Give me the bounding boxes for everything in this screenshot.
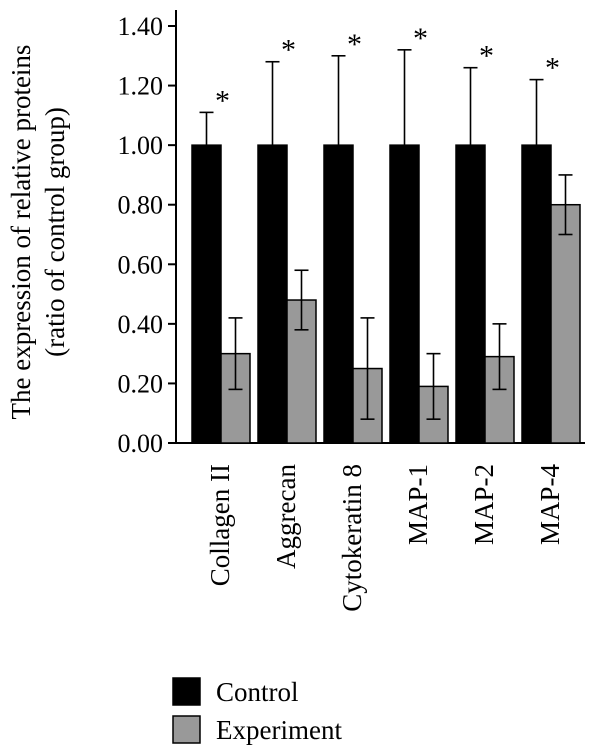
y-tick-label: 0.00 (118, 429, 164, 458)
y-tick-label: 0.80 (118, 191, 164, 220)
control-bar (323, 144, 354, 444)
category-label: Aggrecan (271, 464, 301, 569)
category-label: MAP-2 (469, 464, 499, 545)
control-bar (389, 144, 420, 444)
bars (191, 144, 581, 444)
y-axis-label-line1: The expression of relative proteins (6, 45, 36, 420)
legend-label: Experiment (216, 715, 342, 745)
significance-star: * (413, 22, 428, 55)
significance-star: * (347, 28, 362, 61)
significance-star: * (215, 84, 230, 117)
y-tick-label: 0.40 (118, 310, 164, 339)
significance-star: * (281, 34, 296, 67)
y-tick-label: 1.40 (118, 12, 164, 41)
y-tick-label: 1.20 (118, 72, 164, 101)
legend-swatch (172, 715, 201, 744)
legend-swatch (172, 677, 201, 706)
significance-star: * (545, 52, 560, 85)
control-bar (455, 144, 486, 444)
control-bar (257, 144, 288, 444)
legend: Control Experiment (172, 677, 342, 745)
control-bar (521, 144, 552, 444)
y-tick-label: 1.00 (118, 131, 164, 160)
y-tick-label: 0.20 (118, 369, 164, 398)
control-bar (191, 144, 222, 444)
legend-label: Control (216, 677, 299, 707)
category-label: Collagen II (205, 464, 235, 586)
category-labels: Collagen II Aggrecan Cytokeratin 8 MAP-1 MAP… (205, 464, 565, 612)
significance-markers: * * * * * * (215, 22, 560, 118)
axes: 0.00 0.20 0.40 0.60 0.80 1.00 1.20 1.40 (118, 10, 585, 458)
category-label: MAP-4 (535, 464, 565, 546)
error-bars (199, 49, 573, 420)
y-axis-label-line2: (ratio of control group) (40, 107, 70, 357)
category-label: Cytokeratin 8 (337, 464, 367, 612)
significance-star: * (479, 40, 494, 73)
experiment-bar (550, 203, 581, 444)
category-label: MAP-1 (403, 464, 433, 545)
y-axis-label: The expression of relative proteins (rat… (6, 45, 70, 420)
y-tick-label: 0.60 (118, 250, 164, 279)
